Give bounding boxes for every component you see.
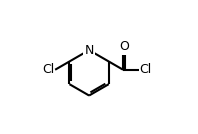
Text: O: O: [119, 40, 129, 53]
Text: Cl: Cl: [139, 63, 151, 76]
Text: N: N: [84, 44, 94, 57]
Text: Cl: Cl: [42, 63, 55, 76]
